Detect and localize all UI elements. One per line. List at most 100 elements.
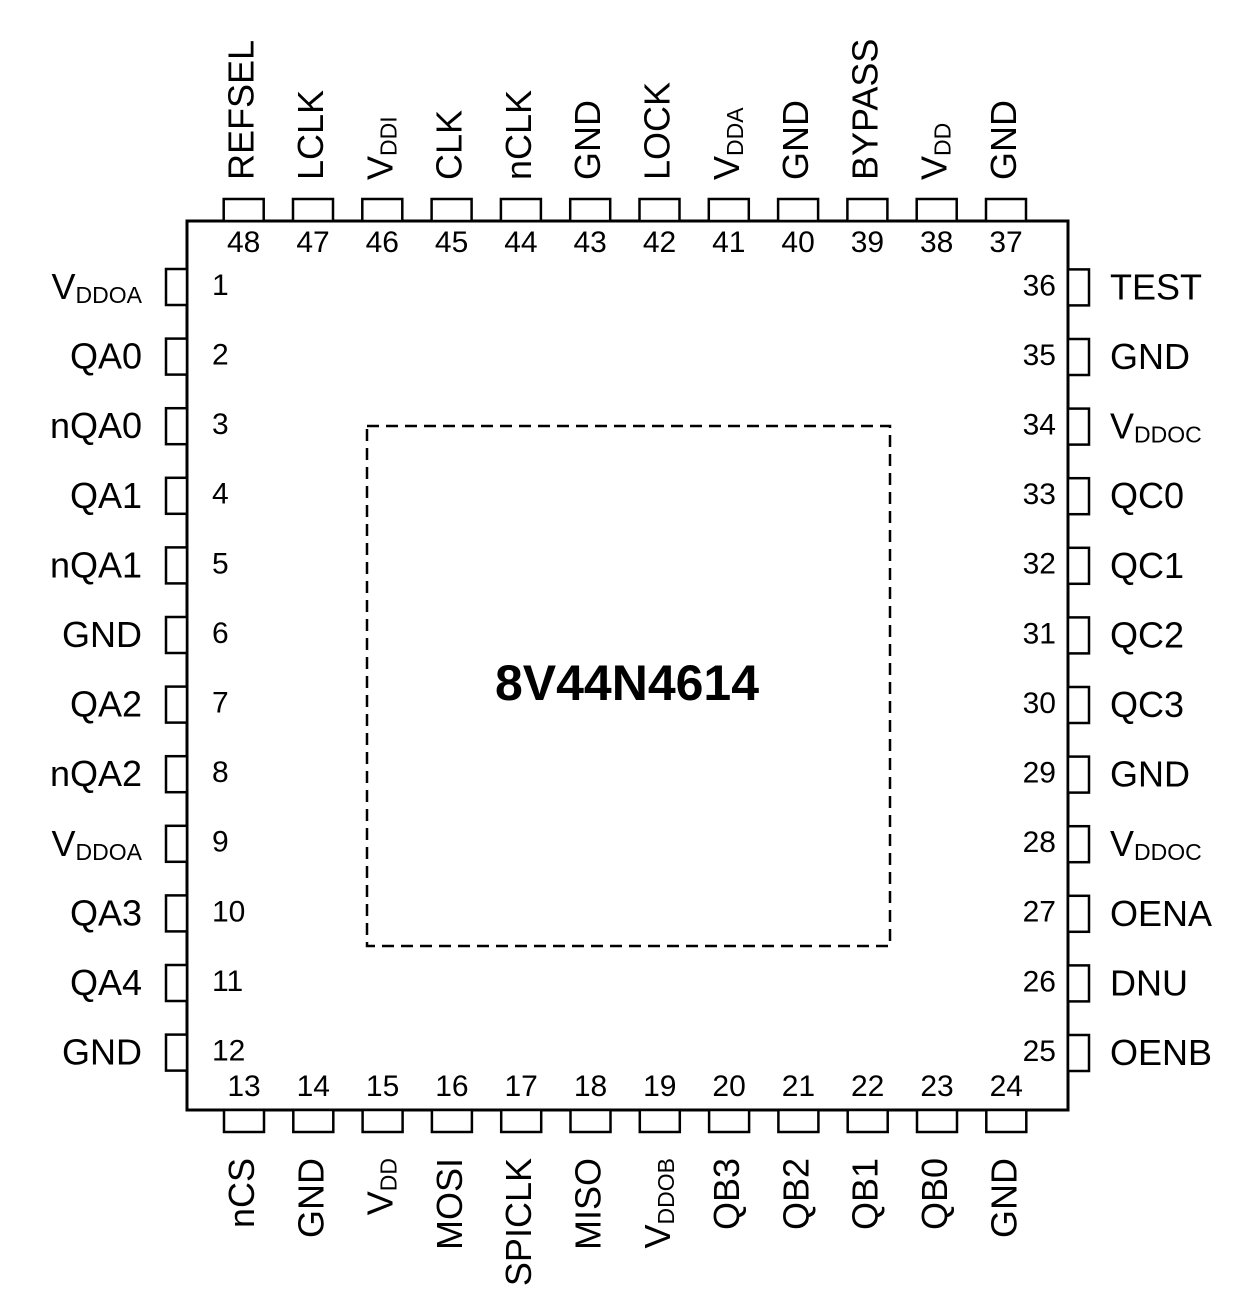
pin-15-name-main: V [359,1191,400,1215]
pin-8-name-main: nQA2 [50,753,142,794]
pin-14-number: 14 [297,1070,330,1103]
pin-10-number: 10 [212,895,245,928]
pin-26-number: 26 [1023,965,1056,998]
pin-45-name-main: CLK [428,110,469,180]
pin-27-name-main: OENA [1110,892,1212,933]
pin-48-name: REFSEL [220,40,261,180]
pin-24-number: 24 [990,1070,1023,1103]
pin-18-pad [569,1108,612,1134]
pin-7-name: QA2 [70,683,142,724]
pin-4-number: 4 [212,478,229,511]
pin-35-name-main: GND [1110,336,1190,377]
pin-37-name-main: GND [983,100,1024,180]
pin-29-pad [1066,755,1091,794]
pin-17-name: SPICLK [498,1158,539,1286]
pin-46-pad [361,197,404,223]
pin-46-number: 46 [366,226,399,259]
pin-18-name-main: MISO [567,1158,608,1250]
pin-42-name: LOCK [636,82,677,180]
pin-24-pad [985,1108,1028,1134]
pin-2-name-main: QA0 [70,335,142,376]
pin-28-pad [1066,824,1091,864]
pin-44-number: 44 [504,226,537,259]
pin-12-name: GND [62,1031,142,1072]
pin-33-name: QC0 [1110,475,1184,516]
pin-1-pad [164,267,189,307]
pin-40-name: GND [775,100,816,180]
pin-34-name: VDDOC [1110,405,1202,448]
pin-15-pad [361,1108,404,1134]
pin-44-pad [499,197,543,223]
pin-11-name: QA4 [70,962,142,1003]
pin-37-pad [984,197,1028,223]
pin-19-name-main: V [636,1224,677,1248]
pin-35-name: GND [1110,336,1190,377]
pin-29-name-main: GND [1110,753,1190,794]
pin-43-name-main: GND [567,100,608,180]
pin-9-pad [164,824,189,864]
pin-24-name: GND [983,1158,1024,1238]
pin-41-name-subscript: DDA [722,107,748,156]
pin-13-name-main: nCS [221,1158,262,1228]
pin-45-name: CLK [428,110,469,180]
pin-7-pad [164,685,189,724]
pin-26-name-main: DNU [1110,962,1188,1003]
pin-16-pad [430,1108,474,1134]
pin-2-number: 2 [212,339,229,372]
pin-21-name: QB2 [775,1158,816,1230]
pin-25-number: 25 [1023,1035,1056,1068]
pin-18-name: MISO [567,1158,608,1250]
pin-36-pad [1066,268,1091,307]
pin-48-number: 48 [227,226,260,259]
pin-46-name: VDDI [359,116,402,180]
pin-17-number: 17 [505,1070,538,1103]
pin-1-name-subscript: DDOA [76,282,143,308]
pin-47-name-main: LCLK [290,90,331,180]
pin-12-number: 12 [212,1035,245,1068]
pin-13-name: nCS [221,1158,262,1228]
pin-9-name-subscript: DDOA [76,839,143,865]
pin-38-pad [915,197,958,223]
pin-46-name-main: V [359,156,400,180]
pin-6-pad [164,615,189,655]
pin-14-name-main: GND [290,1158,331,1238]
pin-32-pad [1066,546,1091,586]
exposed-pad [365,424,892,948]
pin-5-pad [164,546,189,585]
pin-17-name-main: SPICLK [498,1158,539,1286]
pin-41-name: VDDA [705,107,748,180]
pin-19-pad [638,1108,682,1134]
pin-38-number: 38 [920,226,953,259]
pin-28-name-subscript: DDOC [1134,839,1202,865]
pin-22-number: 22 [851,1070,884,1103]
pin-3-name-main: nQA0 [50,405,142,446]
pin-3-name: nQA0 [50,405,142,446]
pin-15-name-subscript: DD [376,1158,402,1191]
pin-9-number: 9 [212,826,229,859]
pin-30-name: QC3 [1110,684,1184,725]
pin-47-pad [291,197,335,223]
pin-14-pad [292,1108,335,1134]
pin-9-name-main: V [52,822,76,863]
pin-31-number: 31 [1023,617,1056,650]
pin-13-number: 13 [227,1070,260,1103]
pin-2-name: QA0 [70,335,142,376]
pin-27-pad [1066,894,1091,934]
pin-43-number: 43 [574,226,607,259]
pin-37-number: 37 [989,226,1022,259]
pin-30-number: 30 [1023,687,1056,720]
pin-39-pad [846,197,889,223]
pins-layer: 1VDDOA2QA03nQA04QA15nQA16GND7QA28nQA29VD… [50,39,1212,1286]
pin-21-pad [777,1108,820,1134]
chip-name: 8V44N4614 [495,655,759,711]
pin-26-name: DNU [1110,962,1188,1003]
pin-1-number: 1 [212,269,229,302]
pin-10-name-main: QA3 [70,892,142,933]
pin-8-name: nQA2 [50,753,142,794]
pin-42-number: 42 [643,226,676,259]
pin-29-number: 29 [1023,757,1056,790]
pin-25-name-main: OENB [1110,1032,1212,1073]
pin-20-name-main: QB3 [706,1158,747,1230]
pin-41-pad [707,197,751,223]
pin-30-name-main: QC3 [1110,684,1184,725]
